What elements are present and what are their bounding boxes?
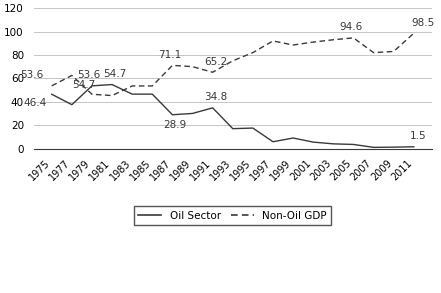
Text: 46.4: 46.4 [23, 98, 47, 108]
Non-Oil GDP [90, 93, 95, 96]
Text: 65.2: 65.2 [204, 57, 227, 67]
Non-Oil GDP [130, 84, 135, 88]
Oil Sector [230, 127, 235, 130]
Non-Oil GDP [351, 36, 356, 40]
Oil Sector [69, 103, 75, 106]
Text: 28.9: 28.9 [164, 120, 187, 130]
Oil Sector [149, 92, 155, 96]
Non-Oil GDP [49, 84, 54, 88]
Oil Sector [331, 142, 336, 146]
Text: 71.1: 71.1 [158, 50, 181, 60]
Non-Oil GDP [310, 40, 316, 44]
Oil Sector [90, 84, 95, 88]
Oil Sector [270, 140, 276, 144]
Oil Sector [391, 145, 396, 149]
Oil Sector [371, 146, 376, 149]
Text: 53.6: 53.6 [21, 70, 44, 80]
Text: 1.5: 1.5 [410, 131, 426, 141]
Oil Sector [351, 143, 356, 146]
Oil Sector [170, 113, 175, 117]
Non-Oil GDP [331, 38, 336, 42]
Oil Sector [190, 112, 195, 115]
Line: Non-Oil GDP: Non-Oil GDP [52, 33, 414, 96]
Oil Sector [291, 136, 296, 140]
Non-Oil GDP [270, 39, 276, 43]
Text: 53.6: 53.6 [78, 70, 101, 80]
Oil Sector [411, 145, 416, 149]
Oil Sector [49, 93, 54, 96]
Non-Oil GDP [109, 94, 115, 97]
Legend: Oil Sector, Non-Oil GDP: Oil Sector, Non-Oil GDP [134, 206, 331, 225]
Text: 54.7: 54.7 [103, 69, 127, 79]
Non-Oil GDP [210, 71, 215, 74]
Non-Oil GDP [411, 32, 416, 35]
Text: 94.6: 94.6 [339, 22, 363, 32]
Non-Oil GDP [170, 64, 175, 67]
Non-Oil GDP [69, 74, 75, 77]
Oil Sector [109, 83, 115, 86]
Non-Oil GDP [250, 51, 255, 54]
Non-Oil GDP [230, 59, 235, 63]
Text: 54.7: 54.7 [73, 80, 96, 90]
Text: 34.8: 34.8 [204, 92, 227, 102]
Oil Sector [250, 126, 255, 130]
Non-Oil GDP [190, 65, 195, 68]
Line: Oil Sector: Oil Sector [52, 85, 414, 147]
Non-Oil GDP [371, 51, 376, 54]
Non-Oil GDP [149, 84, 155, 88]
Text: 98.5: 98.5 [411, 18, 434, 28]
Oil Sector [210, 106, 215, 110]
Oil Sector [130, 92, 135, 96]
Oil Sector [310, 140, 316, 144]
Non-Oil GDP [391, 50, 396, 53]
Non-Oil GDP [291, 43, 296, 47]
